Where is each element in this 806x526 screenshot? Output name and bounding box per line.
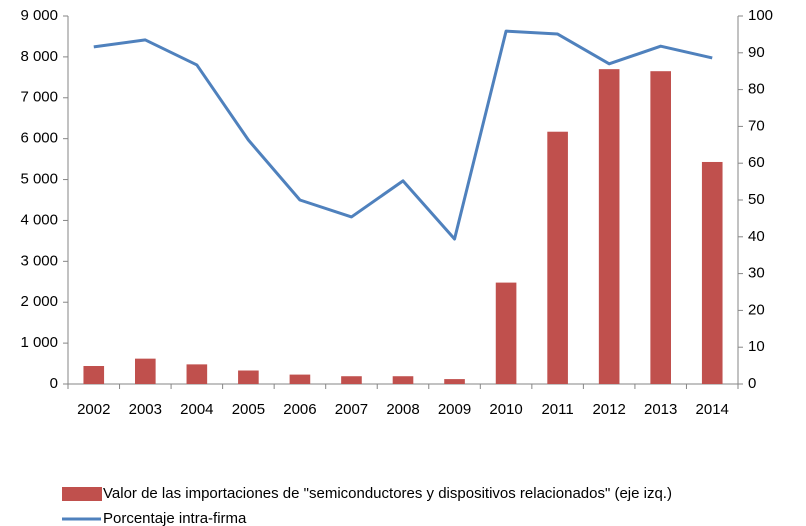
bar (547, 131, 568, 384)
bar (83, 366, 105, 384)
y2-tick-label: 0 (748, 375, 756, 392)
y2-tick-label: 100 (748, 7, 773, 24)
bar (238, 370, 259, 384)
x-tick-label: 2002 (77, 401, 110, 418)
x-tick-label: 2013 (644, 401, 677, 418)
legend-swatch (62, 487, 102, 501)
y2-tick-label: 60 (748, 154, 765, 171)
bar (392, 376, 414, 384)
y2-tick-label: 20 (748, 301, 765, 318)
bar (341, 376, 362, 384)
y2-tick-label: 90 (748, 44, 765, 61)
y2-tick-label: 70 (748, 117, 765, 134)
x-tick-label: 2011 (541, 401, 573, 418)
x-tick-label: 2006 (283, 401, 316, 418)
line (93, 29, 713, 241)
y-tick-label: 6 000 (20, 130, 58, 147)
x-tick-label: 2003 (129, 401, 162, 418)
y2-tick-label: 40 (748, 228, 765, 245)
y2-tick-label: 10 (748, 338, 765, 355)
x-tick-label: 2005 (232, 401, 265, 418)
y-tick-label: 3 000 (20, 252, 58, 269)
x-tick-label: 2007 (335, 401, 368, 418)
y-tick-label: 7 000 (20, 89, 58, 106)
bar (444, 379, 465, 384)
y-tick-label: 1 000 (20, 334, 58, 351)
y-tick-label: 2 000 (20, 293, 58, 310)
y-tick-label: 9 000 (20, 7, 58, 24)
bar (495, 282, 517, 384)
bar (289, 374, 311, 384)
x-tick-label: 2009 (438, 401, 471, 418)
y-tick-label: 0 (50, 375, 58, 392)
bar (186, 364, 208, 384)
bar (135, 358, 156, 384)
bar (701, 161, 723, 384)
legend-label: Porcentaje intra-firma (103, 510, 247, 526)
y-tick-label: 5 000 (20, 171, 58, 188)
x-tick-label: 2008 (386, 401, 419, 418)
y-tick-label: 4 000 (20, 211, 58, 228)
y-tick-label: 8 000 (20, 48, 58, 65)
bar (650, 71, 671, 384)
x-tick-label: 2004 (180, 401, 213, 418)
y2-tick-label: 30 (748, 265, 765, 282)
legend-label: Valor de las importaciones de "semicondu… (103, 485, 672, 502)
y2-tick-label: 50 (748, 191, 765, 208)
y2-tick-label: 80 (748, 81, 765, 98)
x-tick-label: 2012 (592, 401, 625, 418)
bar (598, 69, 620, 385)
x-tick-label: 2014 (696, 401, 729, 418)
x-tick-label: 2010 (489, 401, 522, 418)
